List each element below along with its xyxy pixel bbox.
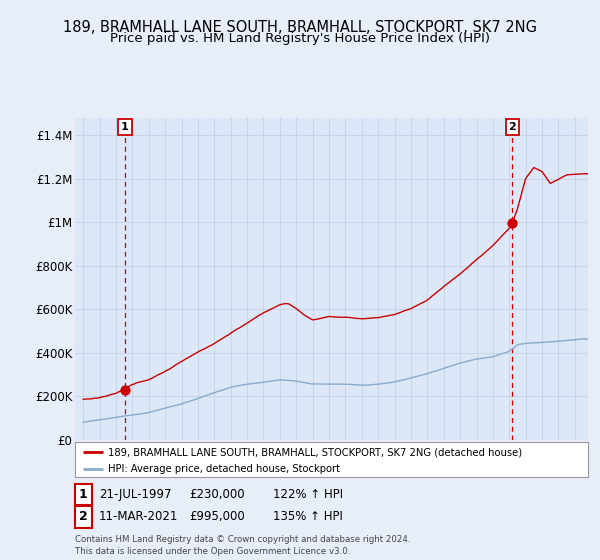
Text: 1: 1: [121, 122, 129, 132]
Text: 1: 1: [79, 488, 88, 501]
Point: [120, 385, 130, 394]
Point: [508, 218, 517, 227]
Text: 21-JUL-1997: 21-JUL-1997: [99, 488, 172, 501]
Text: 2: 2: [508, 122, 516, 132]
Text: 135% ↑ HPI: 135% ↑ HPI: [273, 510, 343, 524]
Text: 189, BRAMHALL LANE SOUTH, BRAMHALL, STOCKPORT, SK7 2NG (detached house): 189, BRAMHALL LANE SOUTH, BRAMHALL, STOC…: [109, 447, 523, 457]
Text: £230,000: £230,000: [189, 488, 245, 501]
Text: 2: 2: [79, 510, 88, 524]
Text: 122% ↑ HPI: 122% ↑ HPI: [273, 488, 343, 501]
Text: £995,000: £995,000: [189, 510, 245, 524]
Text: 189, BRAMHALL LANE SOUTH, BRAMHALL, STOCKPORT, SK7 2NG: 189, BRAMHALL LANE SOUTH, BRAMHALL, STOC…: [63, 20, 537, 35]
Text: Contains HM Land Registry data © Crown copyright and database right 2024.
This d: Contains HM Land Registry data © Crown c…: [75, 535, 410, 556]
Text: 11-MAR-2021: 11-MAR-2021: [99, 510, 178, 524]
Text: Price paid vs. HM Land Registry's House Price Index (HPI): Price paid vs. HM Land Registry's House …: [110, 32, 490, 45]
Text: HPI: Average price, detached house, Stockport: HPI: Average price, detached house, Stoc…: [109, 464, 340, 474]
